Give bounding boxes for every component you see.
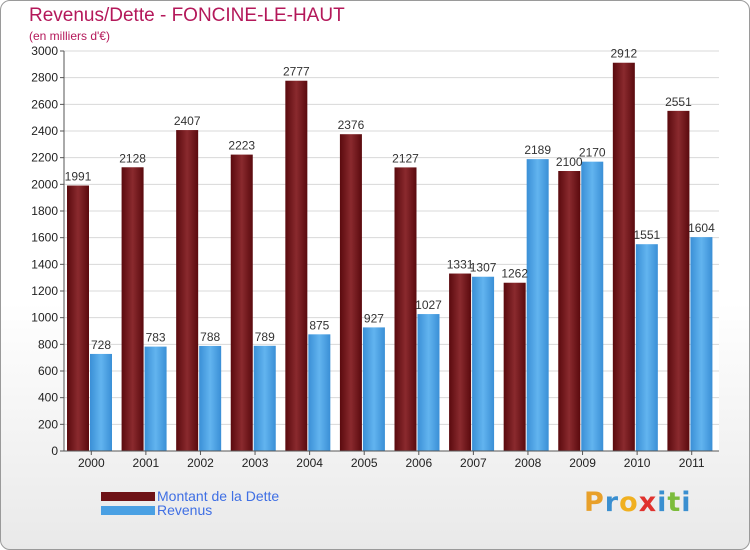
- axes: 0 200 400 600 800 1000 1200 1400 1600 1800 2000 220…: [31, 44, 719, 470]
- bar-revenus-2011: [690, 237, 713, 451]
- legend-label-dette: Montant de la Dette: [157, 488, 280, 504]
- logo-letter: r: [604, 487, 620, 518]
- data-label-revenus-2000: 728: [91, 338, 111, 352]
- bar-revenus-2010: [635, 244, 658, 451]
- data-label-revenus-2002: 788: [200, 330, 220, 344]
- logo-letter: i: [657, 487, 668, 518]
- x-tick-label-2007: 2007: [460, 456, 487, 470]
- chart-title: Revenus/Dette - FONCINE-LE-HAUT: [29, 5, 345, 26]
- data-label-revenus-2004: 875: [309, 318, 329, 332]
- data-label-dette-2001: 2128: [119, 151, 146, 165]
- y-tick-label: 400: [38, 391, 58, 405]
- logo-letter: i: [681, 487, 692, 518]
- x-tick-label-2011: 2011: [679, 456, 705, 470]
- bar-revenus-2009: [581, 161, 604, 451]
- bar-dette-2011: [667, 110, 690, 451]
- x-tick-label-2002: 2002: [187, 456, 214, 470]
- y-tick-label: 1000: [31, 311, 58, 325]
- y-tick-label: 200: [38, 417, 58, 431]
- y-tick-label: 3000: [31, 44, 58, 58]
- data-label-dette-2010: 2912: [610, 47, 637, 61]
- y-tick-label: 2400: [31, 124, 58, 138]
- bar-revenus-2003: [253, 345, 276, 451]
- logo-letter: P: [584, 487, 605, 518]
- legend-item-dette: Montant de la Dette: [101, 488, 279, 504]
- bar-dette-2005: [339, 134, 362, 451]
- logo-letter: t: [667, 487, 682, 518]
- data-label-dette-2008: 1262: [501, 267, 528, 281]
- x-tick-label-2000: 2000: [78, 456, 105, 470]
- data-label-revenus-2006: 1027: [415, 298, 442, 312]
- grid-lines: [64, 50, 719, 452]
- bar-revenus-2002: [199, 345, 222, 451]
- data-label-revenus-2007: 1307: [470, 261, 497, 275]
- y-tick-label: 1600: [31, 231, 58, 245]
- data-label-revenus-2010: 1551: [633, 228, 660, 242]
- x-tick-label-2001: 2001: [133, 456, 160, 470]
- y-tick-label: 2800: [31, 71, 58, 85]
- y-tick-label: 2600: [31, 97, 58, 111]
- legend-swatch-dette: [101, 491, 155, 501]
- bar-dette-2010: [612, 62, 635, 451]
- bar-revenus-2005: [362, 327, 385, 451]
- x-tick-label-2003: 2003: [242, 456, 269, 470]
- bar-dette-2000: [67, 185, 89, 452]
- x-tick-label-2010: 2010: [624, 456, 651, 470]
- data-label-dette-2006: 2127: [392, 151, 419, 165]
- data-label-revenus-2011: 1604: [688, 221, 715, 235]
- bar-revenus-2001: [144, 346, 167, 451]
- bar-dette-2006: [394, 167, 417, 451]
- x-tick-label-2009: 2009: [569, 456, 596, 470]
- data-label-dette-2009: 2100: [556, 155, 583, 169]
- y-tick-label: 800: [38, 337, 58, 351]
- data-label-revenus-2008: 2189: [524, 143, 551, 157]
- data-label-dette-2005: 2376: [338, 118, 365, 132]
- data-label-revenus-2001: 783: [146, 331, 166, 345]
- y-tick-label: 600: [38, 364, 58, 378]
- proxiti-logo: Proxiti: [584, 487, 692, 518]
- data-label-revenus-2005: 927: [364, 311, 384, 325]
- x-tick-label-2005: 2005: [351, 456, 378, 470]
- logo-letter: x: [638, 487, 658, 518]
- data-label-dette-2003: 2223: [228, 139, 255, 153]
- bar-dette-2004: [285, 80, 308, 451]
- x-tick-label-2006: 2006: [405, 456, 432, 470]
- data-label-dette-2000: 1991: [65, 170, 92, 184]
- plot-area: [64, 51, 719, 451]
- bar-revenus-2007: [472, 276, 495, 451]
- bar-dette-2008: [503, 282, 526, 451]
- data-label-revenus-2009: 2170: [579, 146, 606, 160]
- y-tick-label: 1200: [31, 284, 58, 298]
- y-tick-label: 0: [51, 444, 58, 458]
- y-tick-label: 1800: [31, 204, 58, 218]
- x-tick-label-2004: 2004: [296, 456, 323, 470]
- logo-letter: o: [619, 487, 639, 518]
- legend-swatch-revenus: [101, 505, 155, 515]
- bars: [67, 62, 713, 452]
- bar-dette-2002: [176, 130, 199, 452]
- x-tick-label-2008: 2008: [515, 456, 542, 470]
- bar-dette-2009: [558, 171, 581, 451]
- data-label-dette-2011: 2551: [665, 95, 692, 109]
- bar-revenus-2008: [526, 159, 549, 451]
- y-tick-label: 1400: [31, 257, 58, 271]
- data-label-revenus-2003: 789: [255, 330, 275, 344]
- y-tick-label: 2000: [31, 177, 58, 191]
- data-label-dette-2004: 2777: [283, 65, 310, 79]
- legend-label-revenus: Revenus: [157, 502, 213, 518]
- bar-revenus-2004: [308, 334, 331, 451]
- bar-dette-2003: [230, 154, 253, 451]
- bar-dette-2001: [121, 167, 144, 451]
- y-tick-label: 2200: [31, 151, 58, 165]
- bar-revenus-2006: [417, 314, 440, 451]
- bar-revenus-2000: [90, 353, 112, 451]
- data-label-dette-2007: 1331: [447, 258, 474, 272]
- chart-subtitle: (en milliers d'€): [29, 29, 110, 43]
- data-labels: 1991 728 2128 783 2407 788 2223 789 2777 875 2376 9…: [65, 47, 715, 352]
- legend-item-revenus: Revenus: [101, 502, 212, 518]
- data-label-dette-2002: 2407: [174, 114, 201, 128]
- bar-dette-2007: [449, 273, 472, 451]
